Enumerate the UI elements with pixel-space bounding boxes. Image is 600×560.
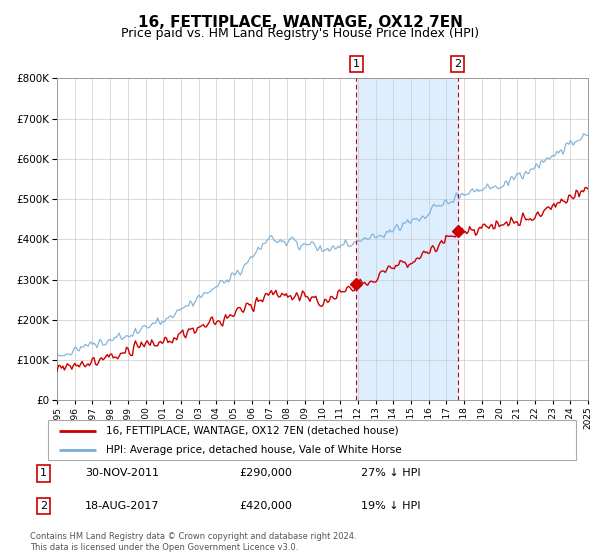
Text: 19% ↓ HPI: 19% ↓ HPI — [361, 501, 421, 511]
FancyBboxPatch shape — [48, 420, 576, 460]
Text: HPI: Average price, detached house, Vale of White Horse: HPI: Average price, detached house, Vale… — [106, 445, 402, 455]
Text: £290,000: £290,000 — [240, 468, 293, 478]
Bar — [356, 78, 458, 400]
Text: 2: 2 — [40, 501, 47, 511]
Text: This data is licensed under the Open Government Licence v3.0.: This data is licensed under the Open Gov… — [30, 543, 298, 552]
Text: 18-AUG-2017: 18-AUG-2017 — [85, 501, 160, 511]
Text: 16, FETTIPLACE, WANTAGE, OX12 7EN (detached house): 16, FETTIPLACE, WANTAGE, OX12 7EN (detac… — [106, 426, 399, 436]
Text: 2: 2 — [454, 59, 461, 69]
Text: 1: 1 — [40, 468, 47, 478]
Text: 27% ↓ HPI: 27% ↓ HPI — [361, 468, 421, 478]
Text: £420,000: £420,000 — [240, 501, 293, 511]
Text: 30-NOV-2011: 30-NOV-2011 — [85, 468, 159, 478]
Text: 1: 1 — [353, 59, 360, 69]
Text: 16, FETTIPLACE, WANTAGE, OX12 7EN: 16, FETTIPLACE, WANTAGE, OX12 7EN — [137, 15, 463, 30]
Text: Price paid vs. HM Land Registry's House Price Index (HPI): Price paid vs. HM Land Registry's House … — [121, 27, 479, 40]
Text: Contains HM Land Registry data © Crown copyright and database right 2024.: Contains HM Land Registry data © Crown c… — [30, 532, 356, 541]
